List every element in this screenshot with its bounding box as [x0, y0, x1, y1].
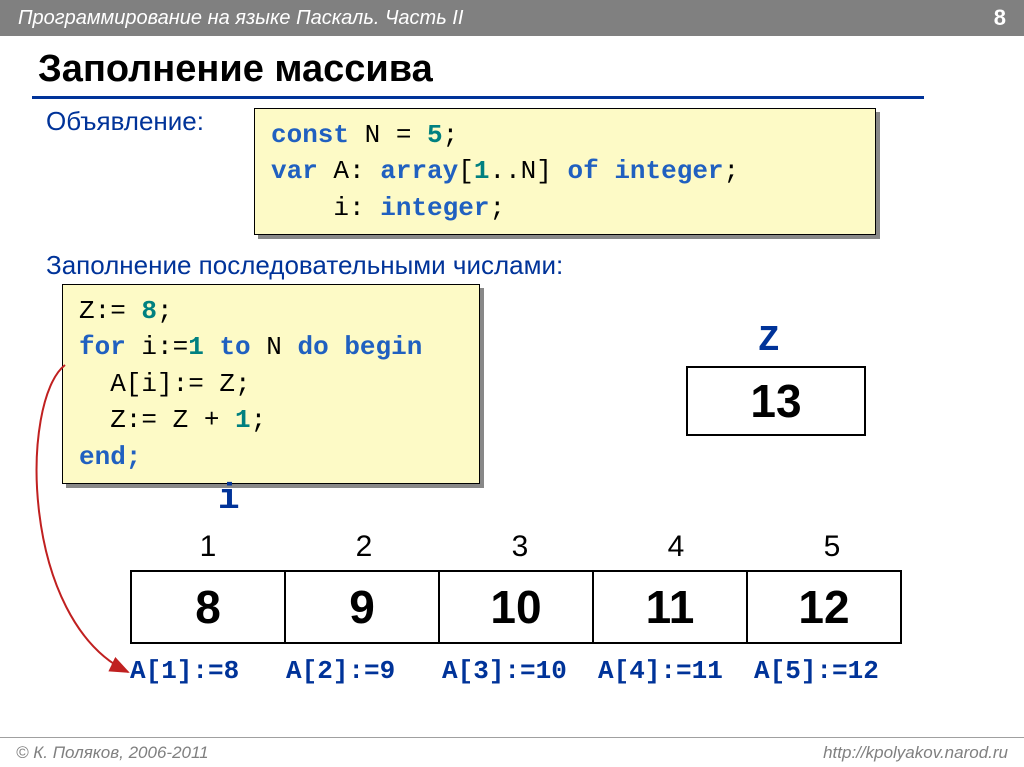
header-bar: Программирование на языке Паскаль. Часть…	[0, 0, 1024, 36]
i-variable-label: i	[218, 478, 240, 519]
array-visual: 1 2 3 4 5 8 9 10 11 12	[130, 530, 910, 644]
array-index: 5	[754, 530, 910, 564]
array-cell: 10	[438, 570, 594, 644]
array-index-row: 1 2 3 4 5	[130, 530, 910, 570]
page-number: 8	[994, 5, 1006, 31]
array-index: 4	[598, 530, 754, 564]
assignment: A[3]:=10	[442, 656, 598, 686]
footer-bar: © К. Поляков, 2006-2011 http://kpolyakov…	[0, 737, 1024, 767]
array-index: 3	[442, 530, 598, 564]
header-title: Программирование на языке Паскаль. Часть…	[18, 7, 463, 30]
section1-label: Объявление:	[46, 106, 204, 137]
z-variable-label: Z	[758, 320, 780, 361]
array-index: 1	[130, 530, 286, 564]
array-cell: 11	[592, 570, 748, 644]
section2-label: Заполнение последовательными числами:	[46, 250, 563, 281]
array-index: 2	[286, 530, 442, 564]
assignment: A[1]:=8	[130, 656, 286, 686]
footer-url: http://kpolyakov.narod.ru	[823, 743, 1008, 763]
code-block-fill: Z:= 8; for i:=1 to N do begin A[i]:= Z; …	[62, 284, 480, 484]
footer-copyright: © К. Поляков, 2006-2011	[16, 743, 209, 763]
array-cell: 8	[130, 570, 286, 644]
slide-title: Заполнение массива	[38, 48, 433, 91]
assignment: A[4]:=11	[598, 656, 754, 686]
array-cell: 9	[284, 570, 440, 644]
code-block-declaration: const N = 5; var A: array[1..N] of integ…	[254, 108, 876, 235]
array-value-row: 8 9 10 11 12	[130, 570, 910, 644]
assignment: A[2]:=9	[286, 656, 442, 686]
assignment-row: A[1]:=8 A[2]:=9 A[3]:=10 A[4]:=11 A[5]:=…	[130, 656, 910, 686]
title-underline	[32, 96, 924, 99]
z-variable-box: 13	[686, 366, 866, 436]
array-cell: 12	[746, 570, 902, 644]
assignment: A[5]:=12	[754, 656, 910, 686]
